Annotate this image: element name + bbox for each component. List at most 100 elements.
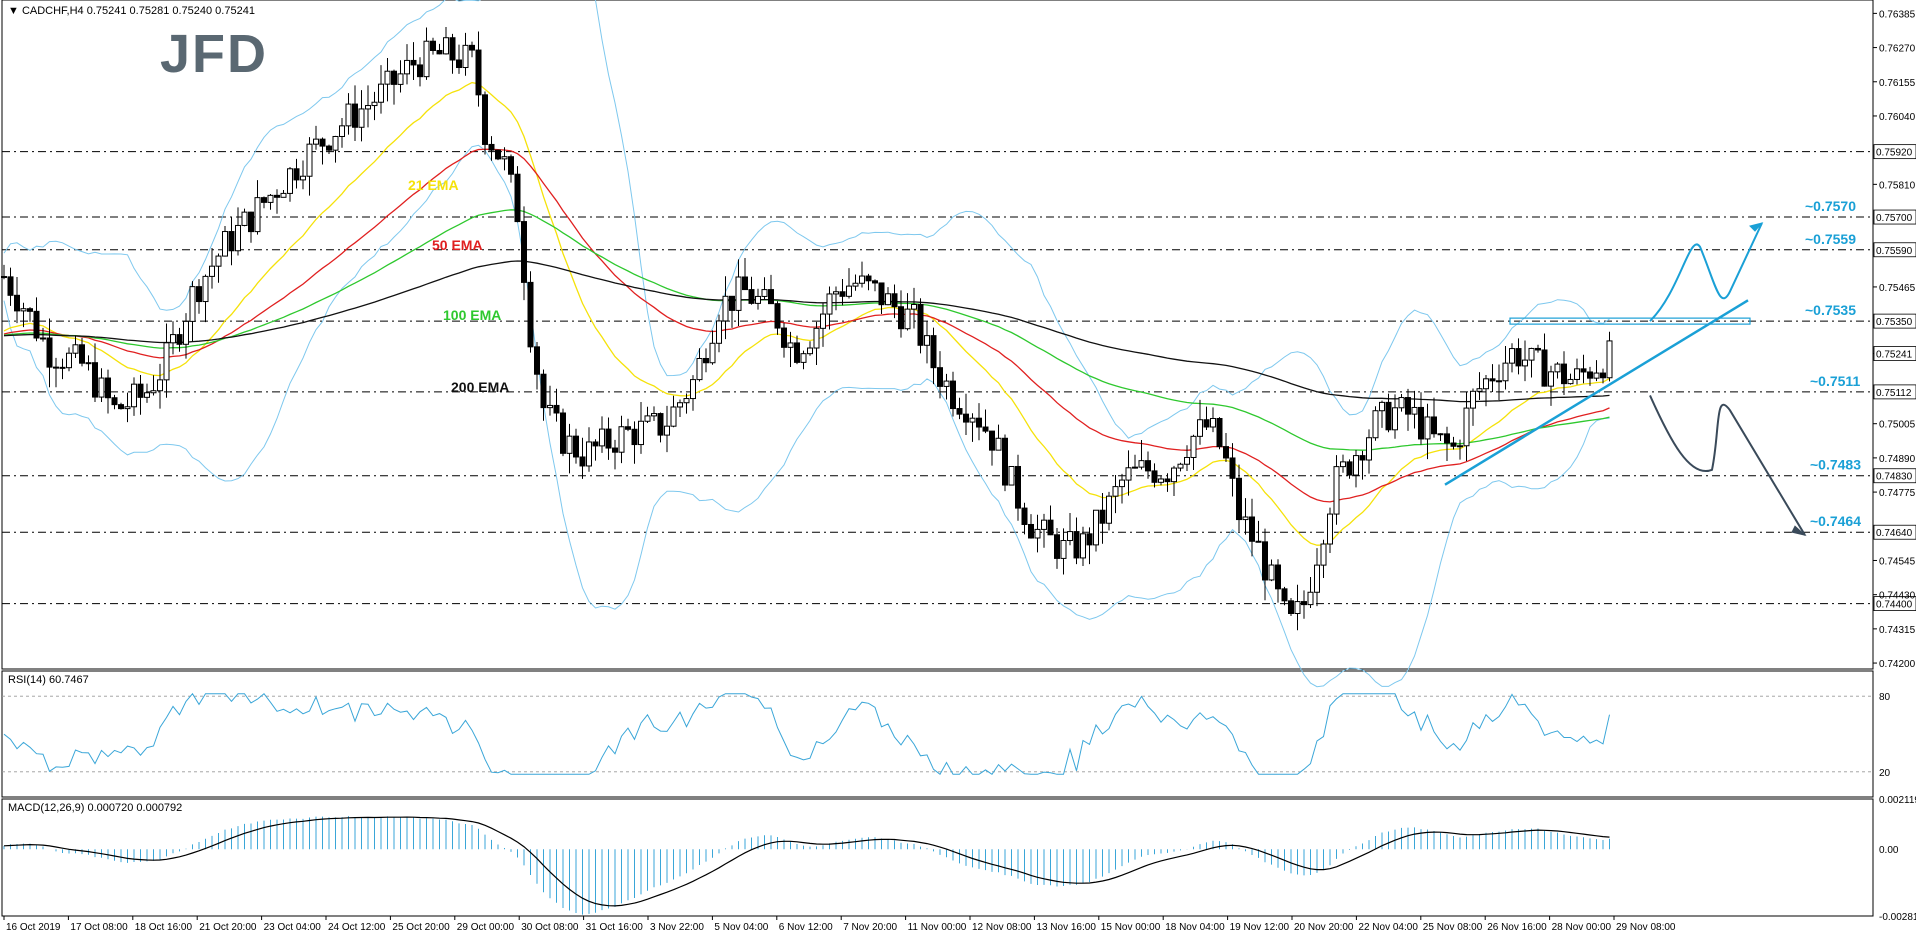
- price-tick-label: 0.76155: [1879, 78, 1916, 89]
- level-price-box-1: 0.75700: [1873, 209, 1916, 225]
- candle-body-up: [683, 398, 690, 404]
- candle-body-up: [800, 353, 807, 363]
- candle-body-down: [1385, 401, 1392, 431]
- candle: [1606, 331, 1613, 382]
- candle: [1132, 454, 1138, 469]
- candle-body-up: [170, 334, 176, 344]
- candle: [202, 274, 209, 323]
- candle: [664, 405, 670, 453]
- candle: [1437, 433, 1444, 442]
- candle: [183, 313, 189, 359]
- candle-body-up: [586, 441, 592, 467]
- candle: [540, 369, 547, 421]
- candle: [1392, 394, 1398, 439]
- candle: [1249, 498, 1255, 557]
- time-tick-label: 17 Oct 08:00: [70, 922, 128, 933]
- candle-body-down: [950, 380, 956, 410]
- candle: [1483, 374, 1489, 407]
- candle: [1515, 338, 1522, 375]
- candle-body-up: [1093, 509, 1099, 546]
- candle-body-down: [1580, 368, 1587, 373]
- candle-body-up: [1197, 419, 1203, 437]
- candle-body-up: [1177, 463, 1184, 469]
- candle-body-down: [430, 40, 436, 51]
- candle-body-up: [1470, 390, 1476, 409]
- candle: [774, 301, 781, 335]
- time-tick-label: 15 Nov 00:00: [1101, 922, 1161, 933]
- candle: [976, 403, 982, 441]
- candle: [339, 117, 345, 148]
- time-tick-label: 22 Nov 04:00: [1358, 922, 1418, 933]
- candle-body-down: [352, 103, 358, 128]
- candle-body-down: [475, 49, 482, 96]
- candle: [46, 318, 53, 388]
- candle-body-up: [787, 342, 794, 348]
- candle: [891, 284, 898, 319]
- candle: [1476, 372, 1483, 401]
- candle-body-up: [254, 197, 261, 233]
- candle: [644, 406, 651, 424]
- level-price-box-5: 0.74830: [1873, 468, 1916, 484]
- candle-body-up: [690, 379, 696, 400]
- candle-body-down: [1236, 477, 1242, 521]
- candle: [1554, 362, 1561, 379]
- candle-body-down: [274, 194, 280, 198]
- candle: [228, 216, 235, 266]
- candle: [1294, 584, 1301, 631]
- candle: [573, 428, 579, 464]
- candle-body-down: [176, 334, 183, 345]
- price-tick-label: 0.76385: [1879, 9, 1916, 20]
- candle: [943, 373, 950, 400]
- time-axis: 16 Oct 2019 17 Oct 08:00 18 Oct 16:00 21 Oc…: [3, 916, 1676, 933]
- candle-body-down: [449, 37, 456, 61]
- candle: [787, 331, 794, 367]
- candle: [85, 355, 92, 371]
- candle-body-down: [605, 428, 612, 449]
- candle: [1314, 548, 1320, 607]
- candle-body-up: [20, 308, 27, 312]
- candle-body-up: [1574, 368, 1580, 380]
- candle-body-up: [131, 383, 137, 408]
- candle: [742, 257, 748, 291]
- candle-body-up: [1242, 516, 1249, 521]
- rsi-header: RSI(14) 60.7467: [8, 674, 89, 686]
- candle-body-down: [1561, 363, 1567, 385]
- candle-body-down: [33, 310, 40, 339]
- candle-body-down: [1535, 347, 1541, 351]
- candle: [514, 166, 521, 223]
- candle-body-down: [1346, 461, 1353, 476]
- candle: [391, 69, 397, 105]
- candle: [729, 295, 735, 328]
- candle-body-up: [859, 275, 865, 284]
- candle: [716, 314, 722, 353]
- candle-body-down: [937, 367, 943, 387]
- candle: [436, 43, 443, 55]
- candle: [254, 180, 261, 235]
- candle-body-down: [326, 145, 332, 151]
- candle-body-up: [1554, 363, 1561, 373]
- candle-body-up: [365, 105, 371, 110]
- macd-panel: 0.002119 0.00 -0.002818: [3, 795, 1916, 923]
- candle-body-up: [826, 293, 833, 315]
- level-annotation-1: ~0.7570: [1805, 198, 1856, 214]
- candle: [72, 335, 79, 359]
- candle-body-up: [66, 352, 72, 369]
- candle: [319, 137, 326, 165]
- candle: [189, 281, 196, 342]
- candle-body-up: [670, 406, 677, 427]
- candle: [209, 248, 215, 289]
- macd-signal-line: [3, 816, 1610, 907]
- candle-body-down: [573, 435, 579, 458]
- candle-body-up: [1483, 378, 1489, 390]
- price-tick-label: 0.74430: [1879, 591, 1916, 602]
- candle-body-down: [1444, 433, 1450, 444]
- candle: [443, 27, 449, 55]
- candle: [618, 415, 625, 464]
- candle: [755, 288, 761, 310]
- level-price-box-bg: [1873, 209, 1916, 225]
- candle: [1301, 590, 1307, 619]
- price-tick-label: 0.74200: [1879, 659, 1916, 670]
- candle-body-up: [215, 255, 222, 267]
- rsi-panel: 80 20: [2, 692, 1891, 779]
- candle: [66, 347, 72, 372]
